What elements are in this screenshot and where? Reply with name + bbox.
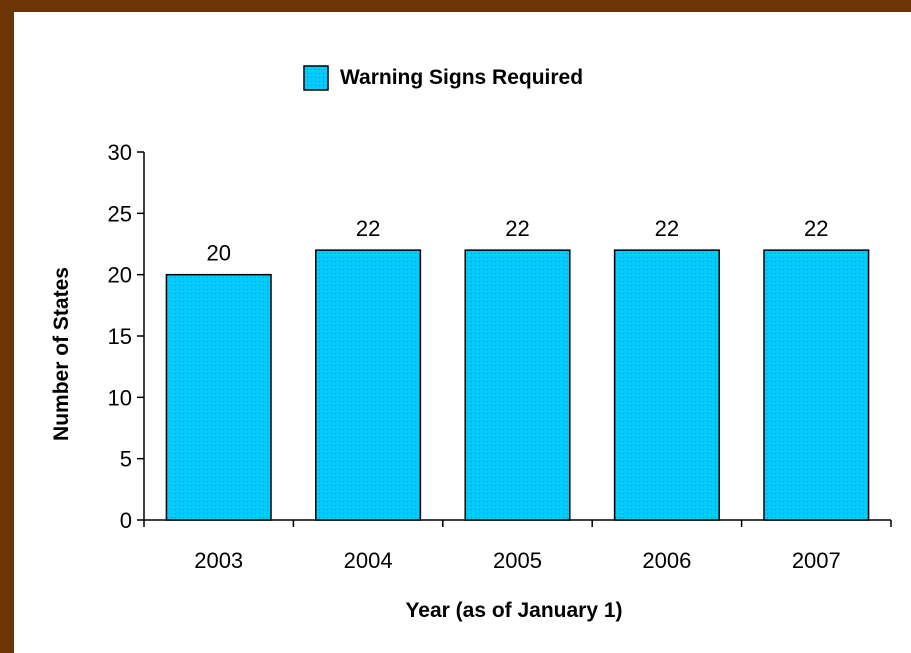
bar-chart: Warning Signs Required Number of States … (50, 65, 892, 622)
x-tick-label: 2006 (642, 548, 691, 573)
y-tick-label: 10 (108, 385, 132, 410)
y-tick-label: 15 (108, 324, 132, 349)
bars (165, 249, 870, 521)
y-tick-label: 30 (108, 140, 132, 165)
x-axis-title: Year (as of January 1) (405, 599, 622, 622)
x-tick-label: 2005 (493, 548, 542, 573)
data-label: 22 (804, 216, 828, 241)
y-tick-labels: 0 5 10 15 20 25 30 (108, 140, 132, 533)
bar-2007 (763, 249, 870, 521)
x-tick-label: 2003 (194, 548, 243, 573)
legend-label: Warning Signs Required (340, 66, 583, 89)
data-label: 22 (505, 216, 529, 241)
chart-frame: Warning Signs Required Number of States … (14, 12, 911, 653)
data-label: 22 (356, 216, 380, 241)
x-tick-label: 2007 (792, 548, 841, 573)
x-tick-labels: 2003 2004 2005 2006 2007 (194, 548, 841, 573)
bar-2005 (464, 249, 571, 521)
bar-2003 (165, 273, 272, 521)
y-tick-label: 20 (108, 263, 132, 288)
data-labels: 20 22 22 22 22 (206, 216, 828, 266)
y-tick-label: 25 (108, 201, 132, 226)
x-tick-label: 2004 (344, 548, 393, 573)
legend: Warning Signs Required (303, 65, 583, 91)
y-tick-label: 0 (120, 508, 132, 533)
legend-swatch (303, 65, 329, 91)
bar-2004 (315, 249, 422, 521)
data-label: 20 (206, 241, 230, 266)
y-tick-label: 5 (120, 447, 132, 472)
y-axis-title: Number of States (50, 267, 73, 441)
data-label: 22 (655, 216, 679, 241)
bar-2006 (613, 249, 720, 521)
